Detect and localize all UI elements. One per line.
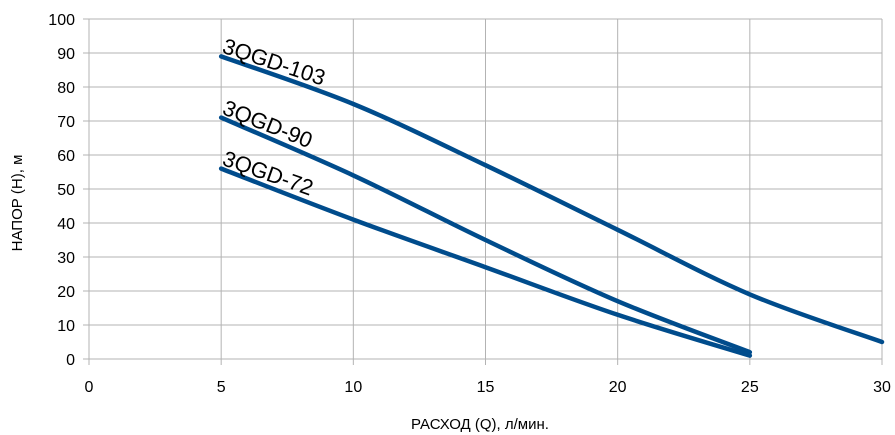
x-tick-label: 0 xyxy=(85,379,94,396)
y-tick-label: 50 xyxy=(57,182,75,199)
y-tick-label: 40 xyxy=(57,216,75,233)
y-tick-label: 20 xyxy=(57,284,75,301)
x-tick-label: 30 xyxy=(873,379,891,396)
series-line xyxy=(218,115,753,355)
series-line xyxy=(218,54,885,345)
x-tick-labels: 0 5 10 15 20 25 30 xyxy=(85,379,891,396)
x-tick-label: 25 xyxy=(741,379,759,396)
y-tick-label: 70 xyxy=(57,114,75,131)
y-tick-label: 30 xyxy=(57,250,75,267)
y-tick-label: 80 xyxy=(57,80,75,97)
y-tick-labels: 0 10 20 30 40 50 60 70 80 90 100 xyxy=(48,12,75,369)
y-tick-label: 10 xyxy=(57,318,75,335)
y-axis-title: НАПОР (H), м xyxy=(9,155,26,252)
y-tick-label: 100 xyxy=(48,12,75,29)
series-label: 3QGD-103 xyxy=(220,33,329,90)
x-tick-label: 10 xyxy=(344,379,362,396)
x-tick-label: 20 xyxy=(609,379,627,396)
series-lines xyxy=(218,54,885,358)
y-tick-label: 90 xyxy=(57,46,75,63)
y-tick-label: 0 xyxy=(66,352,75,369)
series-line xyxy=(218,166,753,358)
x-tick-label: 5 xyxy=(217,379,226,396)
grid-lines xyxy=(83,18,883,365)
y-tick-label: 60 xyxy=(57,148,75,165)
x-tick-label: 15 xyxy=(477,379,495,396)
x-axis-title: РАСХОД (Q), л/мин. xyxy=(411,416,549,433)
